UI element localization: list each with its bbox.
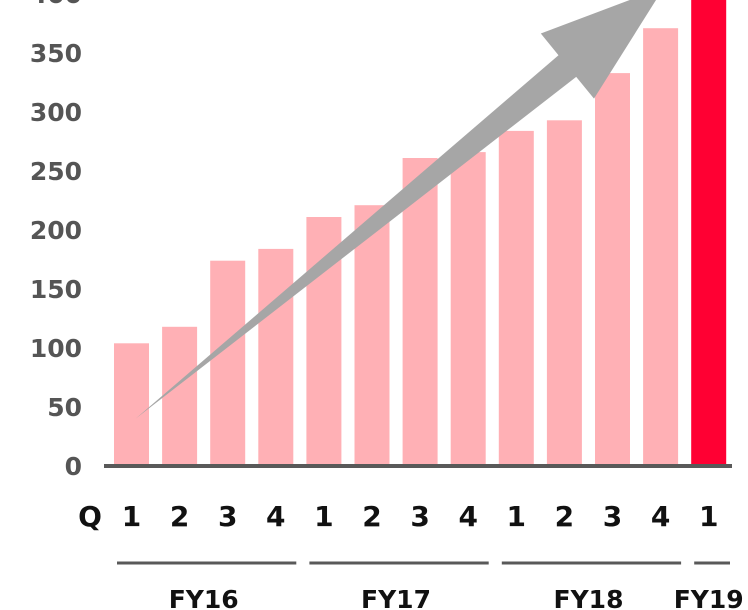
x-tick-label: 2 [555, 500, 574, 533]
x-tick-label: 4 [458, 500, 477, 533]
y-tick-label: 100 [30, 334, 82, 363]
x-tick-label: 3 [410, 500, 429, 533]
y-tick-label: 150 [30, 275, 82, 304]
trend-arrow [136, 0, 665, 419]
x-tick-label: 1 [314, 500, 333, 533]
bar-1 [162, 327, 197, 466]
bar-8 [499, 131, 534, 466]
fiscal-year-label: FY19 [674, 585, 744, 610]
bar-9 [547, 120, 582, 466]
x-tick-label: 1 [122, 500, 141, 533]
fiscal-year-label: FY18 [554, 585, 624, 610]
bar-11 [643, 28, 678, 466]
y-tick-labels: 0 50 100 150 200 250 300 350 400 [30, 0, 82, 481]
x-tick-label: 2 [362, 500, 381, 533]
y-tick-label: 300 [30, 98, 82, 127]
y-tick-label: 200 [30, 216, 82, 245]
bar-12 [691, 0, 726, 466]
x-tick-label: 1 [507, 500, 526, 533]
y-tick-label: 50 [47, 393, 82, 422]
bars-group [114, 0, 726, 466]
bar-2 [210, 261, 245, 466]
x-tick-label: 1 [699, 500, 718, 533]
y-tick-label: 250 [30, 157, 82, 186]
fiscal-year-label: FY17 [361, 585, 431, 610]
x-tick-label: 3 [218, 500, 237, 533]
x-tick-label: 4 [266, 500, 285, 533]
bar-7 [451, 152, 486, 466]
fiscal-year-groups: FY16 FY17 FY18 FY19 [117, 563, 744, 610]
x-tick-label: 4 [651, 500, 670, 533]
y-tick-label: 0 [65, 452, 82, 481]
trend-arrow-group [136, 0, 665, 419]
bar-3 [258, 249, 293, 466]
y-tick-label: 350 [30, 39, 82, 68]
x-tick-label: 2 [170, 500, 189, 533]
x-tick-label: 3 [603, 500, 622, 533]
bar-10 [595, 73, 630, 466]
y-tick-label: 400 [30, 0, 82, 9]
fiscal-year-label: FY16 [169, 585, 239, 610]
bar-0 [114, 343, 149, 466]
quarter-axis-prefix: Q [78, 500, 102, 533]
